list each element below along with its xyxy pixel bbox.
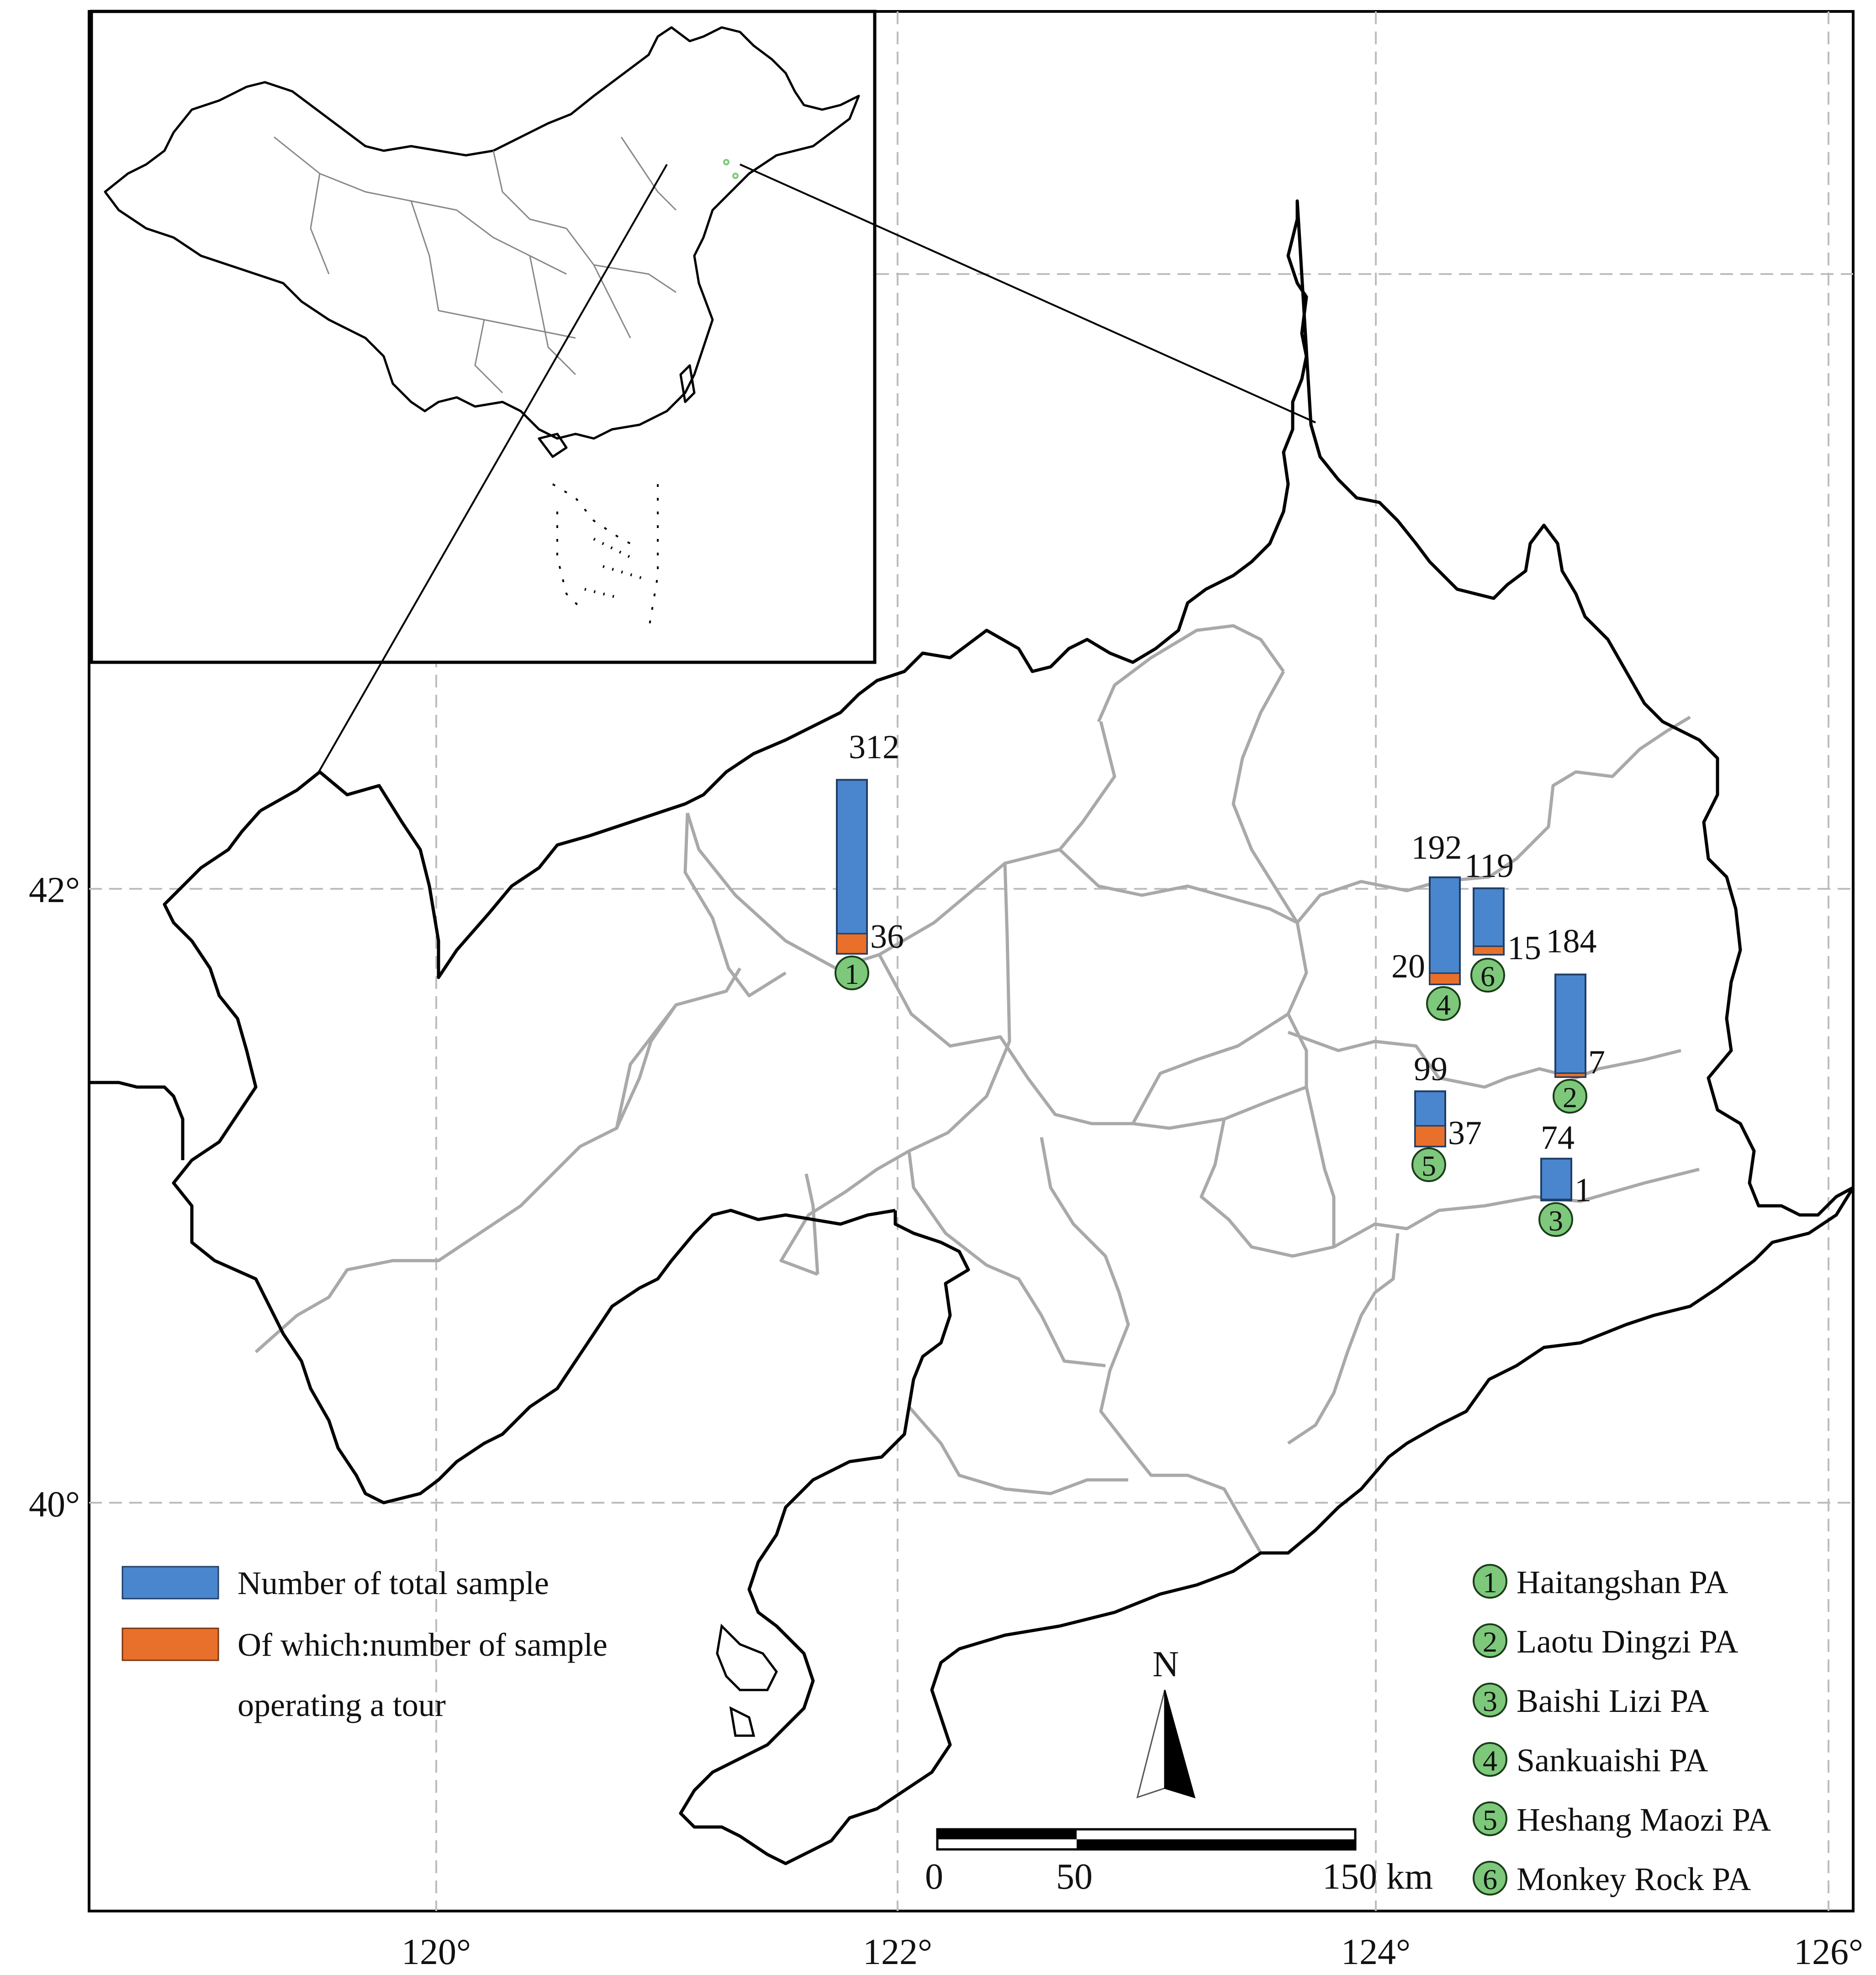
pa-legend-marker <box>1473 1801 1507 1836</box>
china-inset-map <box>104 26 860 631</box>
county-borders <box>254 624 1700 1554</box>
pa-marker-number: 3 <box>1548 1204 1563 1237</box>
pa-legend: 1 Haitangshan PA 2 Laotu Dingzi PA 3 Baishi L… <box>1473 1564 1771 1897</box>
pa-legend-number: 6 <box>1483 1863 1497 1896</box>
legend-tour-label: Of which:number of sample <box>238 1626 608 1663</box>
bar-tour-label: 7 <box>1588 1044 1605 1081</box>
bar-total <box>1429 876 1461 986</box>
bar-total-label: 74 <box>1541 1119 1575 1156</box>
legend-total-swatch <box>122 1566 219 1600</box>
legend-tour-swatch <box>122 1627 219 1661</box>
pa-marker-number: 1 <box>845 958 859 990</box>
bar-tour <box>836 933 868 955</box>
bar-tour-label: 20 <box>1391 948 1425 985</box>
bar-tour-label: 1 <box>1575 1172 1591 1209</box>
lon-label: 122° <box>863 1932 932 1972</box>
north-arrow-light-half <box>1136 1690 1166 1799</box>
scale-segment <box>1077 1839 1355 1849</box>
axis-labels: 120° 122° 124° 126° 42° 40° <box>29 870 1863 1972</box>
bar-legend: Number of total sample Of which:number o… <box>122 1565 608 1723</box>
inset-study-area-marker <box>732 173 739 179</box>
coastline-east <box>679 1187 1855 1865</box>
pa-legend-marker <box>1473 1861 1507 1896</box>
lon-label: 120° <box>402 1932 471 1972</box>
scale-label-150km: 150 km <box>1322 1857 1433 1897</box>
lon-label: 124° <box>1341 1932 1411 1972</box>
pa-legend-number: 3 <box>1483 1685 1497 1717</box>
bar-total-label: 99 <box>1414 1051 1448 1088</box>
bar-tour <box>1540 1199 1572 1202</box>
inset-province-lines <box>274 136 677 394</box>
inset-study-area-marker <box>723 159 729 165</box>
leader-line-right <box>740 164 1316 423</box>
pa-marker-number: 2 <box>1563 1081 1577 1114</box>
pa-legend-marker <box>1473 1623 1507 1658</box>
inset-map-panel <box>90 10 877 664</box>
bar-tour <box>1414 1125 1446 1147</box>
inset-taiwan <box>679 364 696 403</box>
pa-legend-label: Haitangshan PA <box>1517 1564 1728 1600</box>
pa-legend-number: 5 <box>1483 1804 1497 1836</box>
north-arrow: N <box>1136 1644 1196 1799</box>
pa-marker <box>1426 986 1461 1021</box>
inset-islands-dots <box>584 538 649 600</box>
legend-tour-label-cont: operating a tour <box>238 1687 446 1723</box>
scale-segment <box>937 1829 1077 1839</box>
scale-label-0: 0 <box>925 1857 943 1897</box>
pa-legend-marker <box>1473 1742 1507 1777</box>
north-arrow-dark-half <box>1164 1690 1196 1799</box>
north-label: N <box>1152 1644 1179 1685</box>
pa-legend-label: Heshang Maozi PA <box>1517 1801 1771 1838</box>
island-cluster <box>716 1623 778 1737</box>
bar-tour-label: 37 <box>1448 1114 1482 1152</box>
inset-hainan <box>538 433 568 458</box>
pa-legend-marker <box>1473 1564 1507 1599</box>
pa-legend-number: 4 <box>1483 1744 1497 1777</box>
pa-marker <box>1553 1079 1587 1114</box>
pa-marker <box>1538 1202 1573 1237</box>
bar-total <box>1554 973 1586 1078</box>
bar-total <box>1540 1157 1572 1201</box>
lat-label: 40° <box>29 1484 80 1525</box>
bar-total-label: 192 <box>1411 829 1462 866</box>
bar-tour-label: 15 <box>1507 929 1541 967</box>
inset-south-sea <box>552 483 659 631</box>
bar-tour <box>1473 945 1505 956</box>
bar-total <box>1473 887 1505 956</box>
bar-total-label: 184 <box>1546 923 1597 960</box>
pa-legend-label: Laotu Dingzi PA <box>1517 1623 1738 1660</box>
pa-marker <box>1470 958 1505 993</box>
pa-legend-label: Sankuaishi PA <box>1517 1742 1708 1779</box>
bar-tour <box>1554 1072 1586 1078</box>
pa-marker-number: 5 <box>1422 1150 1436 1182</box>
bar-total <box>836 779 868 955</box>
pa-marker <box>1411 1147 1446 1182</box>
pa-legend-number: 1 <box>1483 1566 1497 1599</box>
lon-label: 126° <box>1794 1932 1863 1972</box>
scale-label-50: 50 <box>1056 1857 1093 1897</box>
bar-total-label: 312 <box>849 729 899 766</box>
leader-line-left <box>317 164 668 775</box>
pa-marker <box>835 956 869 990</box>
scale-bar: 0 50 150 km <box>925 1828 1433 1897</box>
pa-legend-label: Baishi Lizi PA <box>1517 1683 1709 1719</box>
china-outline <box>104 26 860 440</box>
map-frame <box>88 10 1855 1912</box>
bar-total-label: 119 <box>1464 847 1514 885</box>
bar-tour <box>1429 972 1461 985</box>
pa-legend-label: Monkey Rock PA <box>1517 1861 1751 1897</box>
legend-total-label: Number of total sample <box>238 1565 549 1601</box>
western-neighbour-border <box>89 1081 185 1160</box>
pa-marker-number: 6 <box>1480 960 1495 993</box>
lat-label: 42° <box>29 870 80 910</box>
province-outline <box>259 199 1854 1217</box>
bar-tour-label: 36 <box>870 918 904 956</box>
pa-marker-number: 4 <box>1436 988 1451 1021</box>
coastline-west <box>163 809 896 1505</box>
pa-legend-marker <box>1473 1683 1507 1717</box>
pa-legend-number: 2 <box>1483 1626 1497 1658</box>
